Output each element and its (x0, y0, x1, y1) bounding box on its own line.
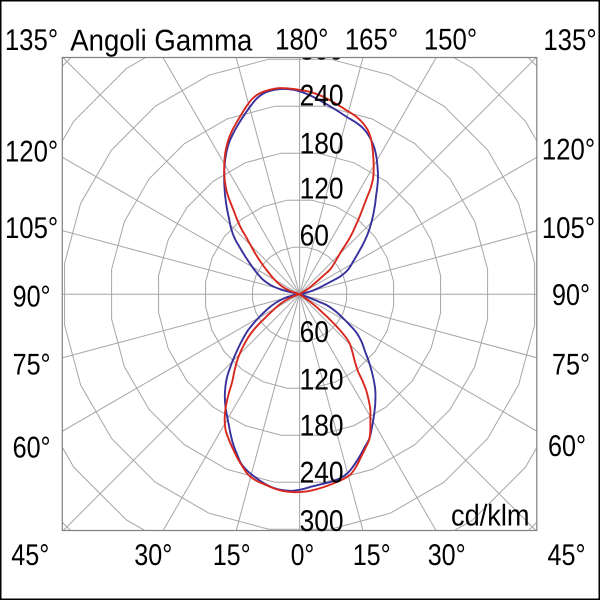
svg-text:300: 300 (300, 34, 344, 67)
svg-text:15°: 15° (213, 539, 251, 572)
svg-text:15°: 15° (353, 539, 391, 572)
svg-text:135°: 135° (5, 24, 58, 57)
svg-text:75°: 75° (13, 349, 51, 382)
svg-text:120°: 120° (5, 136, 58, 169)
svg-text:105°: 105° (542, 212, 595, 245)
svg-text:240: 240 (300, 457, 344, 490)
svg-text:150°: 150° (424, 24, 477, 57)
svg-text:60°: 60° (13, 432, 51, 465)
svg-text:180: 180 (300, 128, 344, 161)
svg-text:Angoli Gamma: Angoli Gamma (70, 25, 252, 58)
svg-text:45°: 45° (548, 539, 586, 572)
svg-text:165°: 165° (345, 24, 398, 57)
svg-text:cd/klm: cd/klm (451, 499, 530, 532)
svg-text:120: 120 (300, 173, 344, 206)
svg-text:45°: 45° (11, 539, 49, 572)
svg-text:120: 120 (300, 364, 344, 397)
svg-text:240: 240 (300, 80, 344, 113)
svg-text:180°: 180° (275, 24, 328, 57)
svg-text:60: 60 (300, 316, 329, 349)
svg-text:105°: 105° (5, 212, 58, 245)
svg-text:120°: 120° (542, 134, 595, 167)
svg-text:30°: 30° (134, 539, 172, 572)
svg-text:135°: 135° (543, 24, 596, 57)
svg-text:90°: 90° (13, 281, 51, 314)
svg-text:0°: 0° (291, 539, 315, 572)
svg-text:30°: 30° (428, 539, 466, 572)
svg-text:180: 180 (300, 410, 344, 443)
svg-text:75°: 75° (552, 349, 590, 382)
svg-text:90°: 90° (552, 279, 590, 312)
svg-text:300: 300 (300, 505, 344, 538)
svg-text:60°: 60° (548, 430, 586, 463)
svg-text:60: 60 (300, 220, 329, 253)
